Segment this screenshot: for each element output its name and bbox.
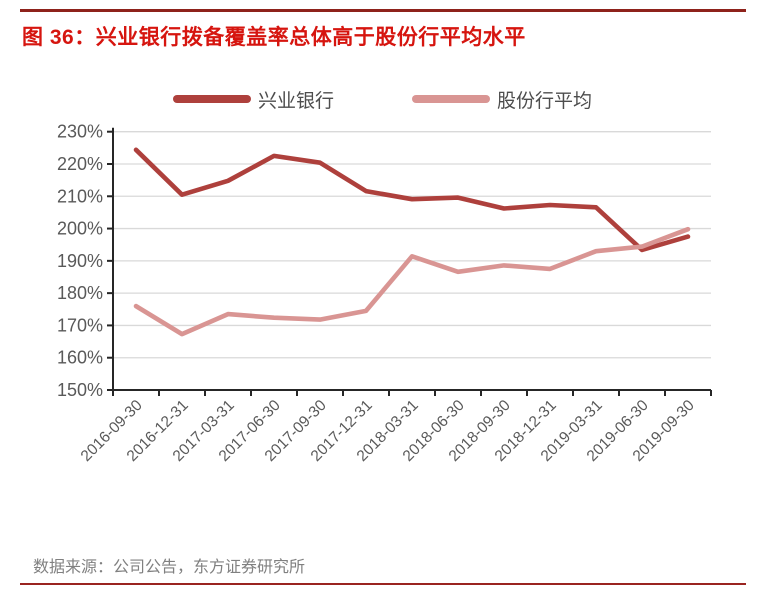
- x-axis-labels: 2016-09-302016-12-312017-03-312017-06-30…: [78, 397, 698, 465]
- svg-text:160%: 160%: [57, 348, 103, 368]
- svg-text:200%: 200%: [57, 219, 103, 239]
- series-line-xingye-bank: [133, 147, 691, 253]
- svg-text:150%: 150%: [57, 380, 103, 400]
- legend-label-joint-stock-avg: 股份行平均: [497, 90, 593, 112]
- axes: [111, 127, 711, 391]
- svg-text:190%: 190%: [57, 251, 103, 271]
- series-line-joint-stock-avg: [133, 226, 691, 337]
- legend-item-xingye-bank: 兴业银行: [172, 86, 334, 113]
- top-rule: [20, 9, 746, 12]
- chart-legend: 兴业银行 股份行平均: [0, 85, 765, 113]
- source-note: 数据来源：公司公告，东方证券研究所: [33, 559, 306, 576]
- figure-title: 图 36：兴业银行拨备覆盖率总体高于股份行平均水平: [22, 26, 526, 49]
- axis-ticks: [107, 130, 712, 396]
- legend-swatch-joint-stock-avg: [412, 95, 490, 103]
- legend-swatch-xingye-bank: [172, 95, 251, 103]
- legend-item-joint-stock-avg: 股份行平均: [412, 86, 592, 113]
- svg-text:170%: 170%: [57, 315, 103, 335]
- svg-text:220%: 220%: [57, 154, 103, 174]
- svg-text:180%: 180%: [57, 283, 103, 303]
- y-axis-labels: 150% 160% 170% 180% 190% 200% 210% 220% 230%: [57, 122, 103, 400]
- svg-text:230%: 230%: [57, 122, 103, 142]
- legend-label-xingye-bank: 兴业银行: [257, 90, 334, 112]
- bottom-rule: [20, 583, 746, 585]
- y-gridlines: [113, 131, 711, 359]
- svg-text:210%: 210%: [57, 186, 103, 206]
